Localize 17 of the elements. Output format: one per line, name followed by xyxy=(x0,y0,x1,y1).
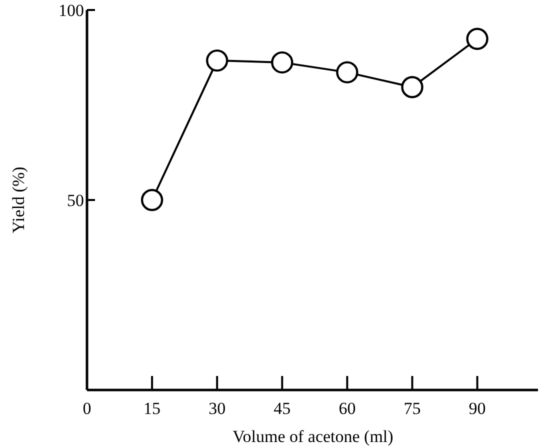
point xyxy=(466,28,488,50)
x-tick-label: 30 xyxy=(208,399,226,418)
point xyxy=(336,61,358,84)
x-axis-title: Volume of acetone (ml) xyxy=(232,427,394,446)
y-axis-title: Yield (%) xyxy=(9,166,28,234)
point xyxy=(206,49,228,72)
y-tick-label: 100 xyxy=(58,1,84,20)
x-tick-label: 90 xyxy=(468,399,486,418)
y-tick-label: 50 xyxy=(67,191,84,210)
x-tick-label: 45 xyxy=(274,399,291,418)
point xyxy=(271,51,294,74)
point xyxy=(140,188,164,212)
x-tick-label: 15 xyxy=(144,399,161,418)
x-tick-label: 75 xyxy=(404,399,421,418)
point xyxy=(401,76,424,98)
x-tick-label: 0 xyxy=(82,399,92,418)
x-tick-label: 60 xyxy=(338,399,356,418)
